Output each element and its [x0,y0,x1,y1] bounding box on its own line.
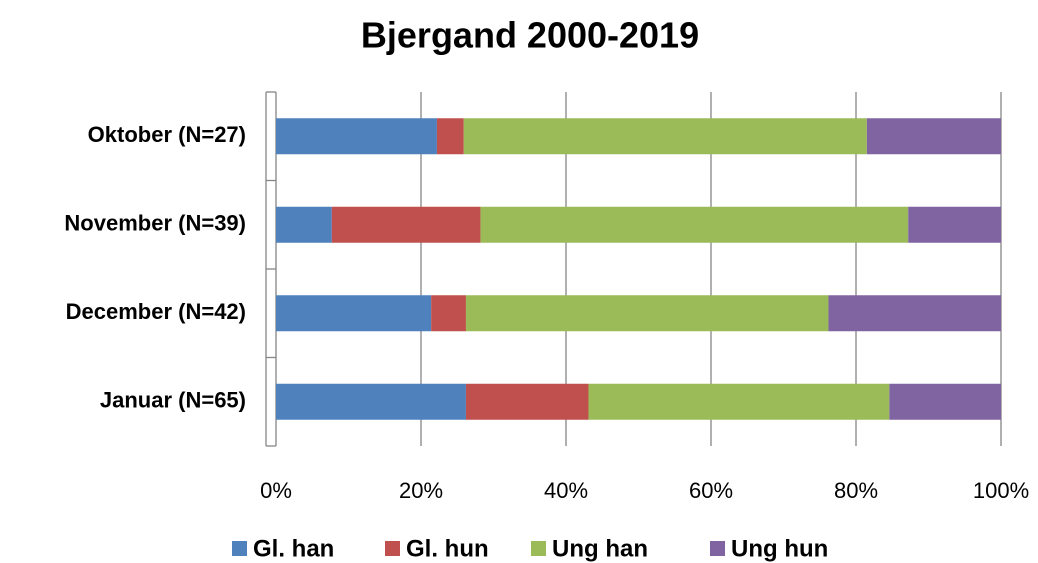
legend-label: Ung hun [731,535,828,562]
y-tick-label: Oktober (N=27) [88,122,246,147]
bar-segment [588,383,890,420]
bar-segment [276,206,332,243]
legend-swatch [232,541,247,556]
legend-label: Gl. hun [406,535,489,562]
bar-segment [889,383,1001,420]
legend-swatch [531,541,546,556]
bar-segment [866,118,1001,155]
legend-label: Gl. han [253,535,334,562]
legend-label: Ung han [552,535,648,562]
x-tick-label: 60% [689,478,733,503]
x-tick-label: 80% [834,478,878,503]
bar-segment [331,206,481,243]
x-tick-label: 0% [260,478,292,503]
bar-segment [431,295,466,332]
bar-segment [465,295,829,332]
x-tick-label: 100% [973,478,1029,503]
legend-swatch [385,541,400,556]
bar-segment [828,295,1001,332]
bar-segment [436,118,464,155]
bar-segment [276,383,466,420]
x-tick-label: 40% [544,478,588,503]
bar-segment [480,206,909,243]
bar-segment [276,295,432,332]
bar-segment [276,118,437,155]
chart-title: Bjergand 2000-2019 [361,15,699,56]
bar-segment [908,206,1001,243]
y-tick-label: November (N=39) [64,211,246,236]
x-tick-label: 20% [399,478,443,503]
y-tick-label: Januar (N=65) [100,388,246,413]
bar-segment [463,118,867,155]
legend-swatch [710,541,725,556]
bar-segment [465,383,589,420]
y-tick-label: December (N=42) [66,299,246,324]
